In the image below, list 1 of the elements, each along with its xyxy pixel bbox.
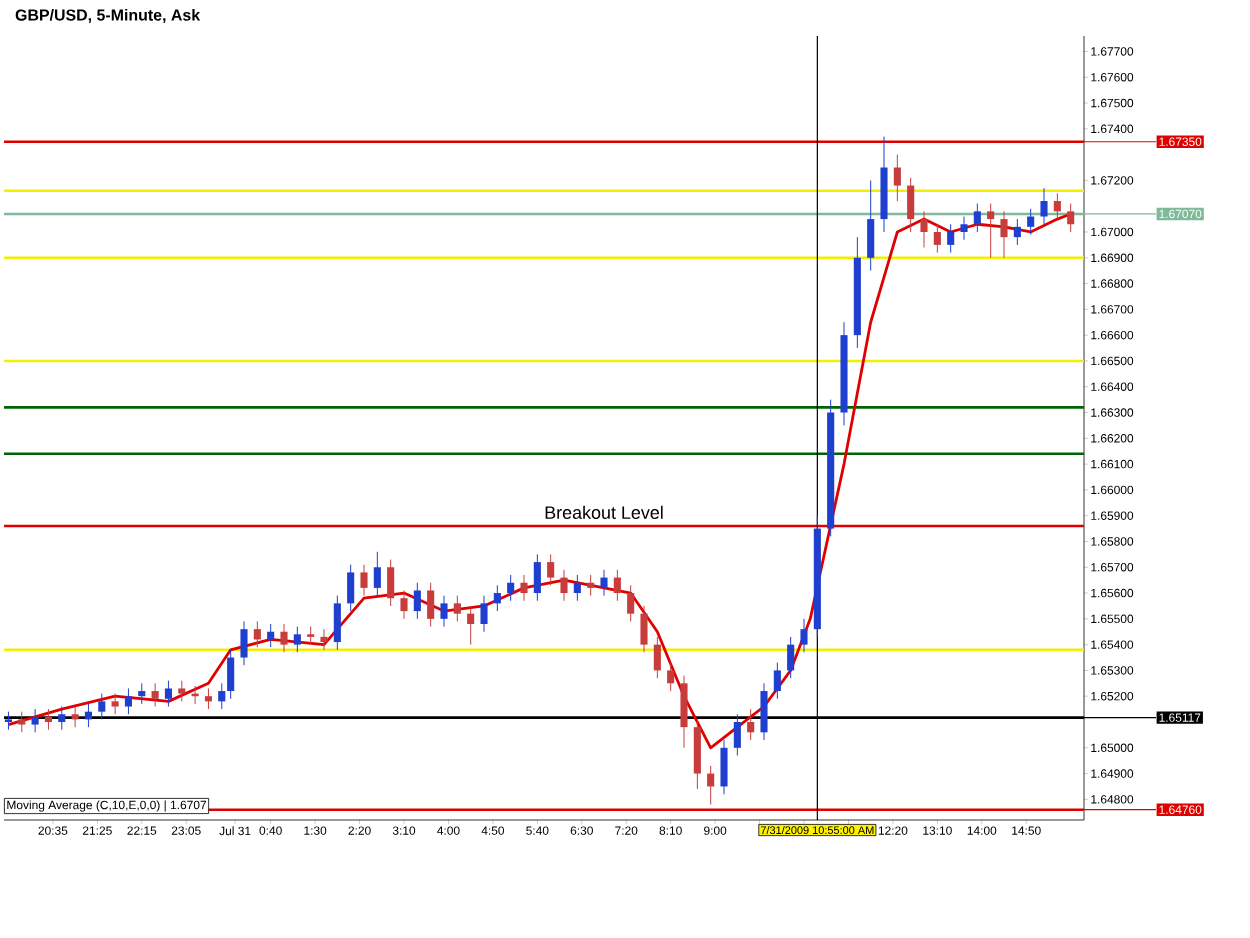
annotation: Breakout Level xyxy=(545,505,663,519)
